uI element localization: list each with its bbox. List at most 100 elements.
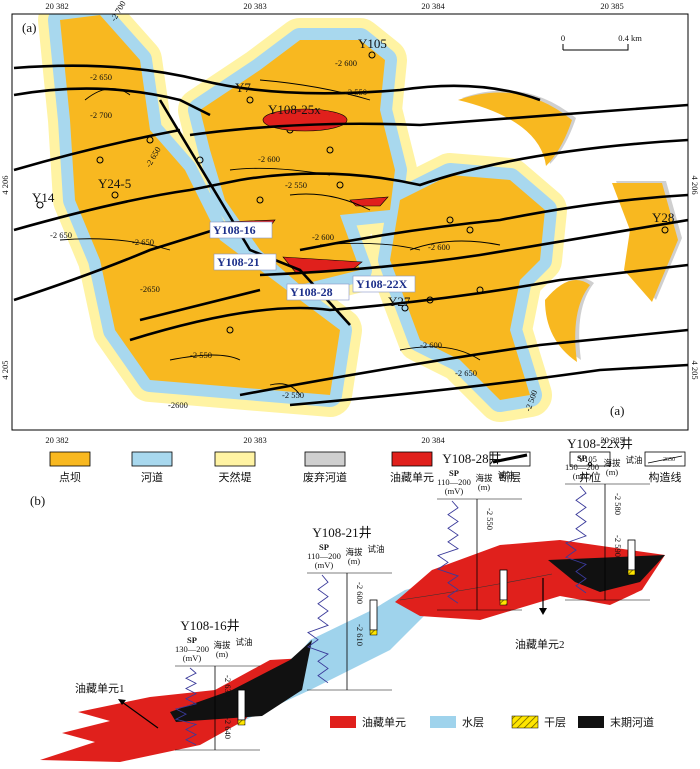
label: 20 384 <box>421 1 445 11</box>
legend-contour <box>647 455 683 464</box>
key-well-box <box>286 283 350 301</box>
label: Y108-16井 <box>180 618 239 633</box>
well-dot <box>661 226 669 234</box>
label: 点坝 <box>59 470 81 484</box>
dry-layer <box>369 629 378 636</box>
label: 井位 <box>579 470 601 484</box>
label: 20 385 <box>600 435 623 445</box>
label: Y28 <box>652 210 674 225</box>
label: Y27 <box>388 294 411 309</box>
key-well-box <box>352 275 416 293</box>
dry-layer <box>499 599 508 606</box>
label: (b) <box>30 493 45 508</box>
path-shape <box>40 658 305 762</box>
label: -2 550 <box>485 508 495 530</box>
legend-swatch <box>131 451 173 467</box>
label: -2 650 <box>90 72 112 82</box>
test-interval <box>369 599 378 631</box>
sp-curve <box>437 500 459 604</box>
dry-layer <box>237 719 246 726</box>
label: 110—200 <box>307 551 341 561</box>
label: 海拔 <box>603 458 621 468</box>
key-well-box <box>209 221 273 239</box>
label: -2 600 <box>355 582 365 604</box>
legend-swatch <box>430 716 456 728</box>
point-bar <box>60 15 340 395</box>
label: -2 700 <box>90 110 112 120</box>
label: -2 550 <box>345 87 367 97</box>
legend-fault <box>492 453 528 464</box>
map-frame <box>11 13 689 431</box>
test-interval <box>627 539 636 571</box>
label: -2 650 <box>50 230 72 240</box>
label: 20 383 <box>243 435 266 445</box>
label: 天然堤 <box>219 470 252 484</box>
path-shape <box>299 193 688 252</box>
path-shape <box>139 288 261 322</box>
path-shape <box>399 573 553 601</box>
path-shape <box>129 263 688 342</box>
path-shape <box>289 363 688 407</box>
label: (a) <box>22 20 36 35</box>
label: -2 550 <box>190 350 212 360</box>
label: 末期河道 <box>610 715 654 729</box>
label: 海拔 <box>213 640 231 650</box>
label: SP <box>187 635 197 645</box>
label: 油藏单元2 <box>515 637 565 651</box>
label: 油藏单元 <box>362 715 406 729</box>
label: -2 600 <box>335 58 357 68</box>
label: (mV) <box>183 653 202 663</box>
label: 构造线 <box>649 470 682 484</box>
label: (mV) <box>445 486 464 496</box>
label: (mV) <box>315 560 334 570</box>
label: 20 383 <box>243 1 266 11</box>
label: SP <box>449 468 459 478</box>
label: -2 550 <box>285 180 307 190</box>
label: 150—200 <box>565 462 599 472</box>
label: Y105 <box>578 454 597 464</box>
label: Y108-25x <box>268 102 321 117</box>
label: Y24-5 <box>98 176 131 191</box>
label: -2 650 <box>455 368 477 378</box>
label: 试油 <box>625 455 642 465</box>
well-dot <box>226 326 234 334</box>
label: Y108-21井 <box>312 525 371 540</box>
test-interval <box>237 689 246 721</box>
path-shape <box>245 570 552 720</box>
path-shape <box>259 218 688 277</box>
label: Y14 <box>32 190 55 205</box>
label: 20 382 <box>45 1 68 11</box>
legend-swatch <box>330 716 356 728</box>
label: 4 206 <box>690 175 700 194</box>
well-dot <box>256 196 264 204</box>
test-interval <box>499 569 508 601</box>
legend-swatch <box>578 716 604 728</box>
label: 试油 <box>367 544 384 554</box>
point-bar <box>458 92 572 166</box>
scale-bar <box>562 44 629 51</box>
label: 水层 <box>462 716 484 729</box>
label: 20 382 <box>45 435 68 445</box>
label: 海拔 <box>475 473 493 483</box>
path-shape <box>13 64 541 102</box>
label: Y108-22X <box>356 277 408 291</box>
sp-curve <box>307 574 329 684</box>
path-shape <box>562 44 629 51</box>
legend-swatch <box>214 451 256 467</box>
label: Y108-22x井 <box>567 436 633 451</box>
path-shape <box>548 555 665 592</box>
label: Y108-16 <box>213 223 256 237</box>
label: SP <box>319 542 329 552</box>
label: -2650 <box>140 284 160 294</box>
label: 试油 <box>497 470 514 480</box>
label: -2 630 <box>223 675 233 697</box>
label: Y105 <box>358 36 387 51</box>
path-shape <box>13 138 688 232</box>
label: (m) <box>478 482 490 492</box>
well-dot <box>336 181 344 189</box>
label: Y108-21 <box>217 255 260 269</box>
label: 0.4 km <box>618 33 642 43</box>
label: -2 600 <box>312 232 334 242</box>
label: 20 384 <box>421 435 445 445</box>
